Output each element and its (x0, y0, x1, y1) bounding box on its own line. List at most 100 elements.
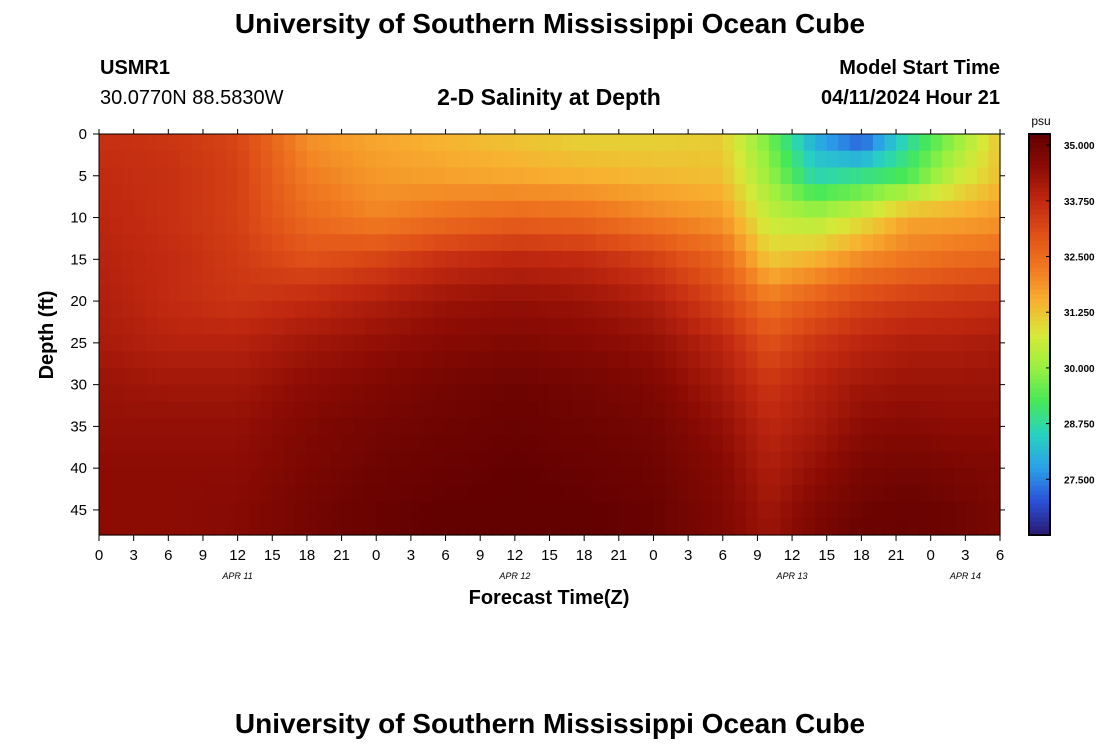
heatmap-cell (815, 418, 828, 436)
heatmap-cell (884, 384, 897, 402)
heatmap-cell (237, 434, 250, 453)
heatmap-cell (618, 484, 631, 503)
heatmap-cell (260, 484, 273, 503)
heatmap-cell (792, 367, 805, 386)
colorbar-segment (1029, 227, 1050, 233)
heatmap-cell (283, 134, 296, 152)
heatmap-cell (884, 401, 897, 419)
heatmap-cell (422, 384, 435, 402)
heatmap-cell (584, 401, 597, 419)
heatmap-cell (699, 451, 712, 469)
heatmap-cell (226, 384, 239, 402)
heatmap-cell (665, 418, 678, 436)
heatmap-cell (930, 484, 943, 503)
heatmap-cell (757, 234, 770, 252)
heatmap-cell (526, 434, 539, 453)
heatmap-cell (699, 367, 712, 386)
heatmap-cell (584, 484, 597, 503)
heatmap-cell (919, 367, 932, 386)
heatmap-cell (849, 451, 862, 469)
heatmap-cell (410, 217, 424, 235)
heatmap-cell (722, 334, 735, 352)
heatmap-cell (179, 518, 193, 536)
colorbar-segment (1029, 526, 1050, 532)
heatmap-cell (734, 367, 747, 386)
heatmap-cell (561, 317, 574, 336)
heatmap-cell (526, 184, 539, 202)
heatmap-cell (480, 217, 493, 235)
heatmap-cell (480, 351, 493, 369)
heatmap-cell (988, 384, 1001, 402)
heatmap-cell (965, 468, 978, 486)
heatmap-cell (364, 150, 377, 169)
heatmap-cell (514, 518, 527, 536)
heatmap-cell (503, 150, 516, 169)
y-tick-label: 40 (70, 460, 87, 477)
heatmap-cell (399, 284, 412, 302)
heatmap-cell (757, 384, 770, 402)
heatmap-cell (410, 501, 424, 519)
heatmap-cell (133, 217, 146, 235)
heatmap-cell (433, 301, 447, 319)
heatmap-cell (422, 167, 435, 185)
heatmap-cell (826, 367, 839, 386)
heatmap-cell (422, 367, 435, 386)
heatmap-cell (988, 434, 1001, 453)
heatmap-cell (815, 367, 828, 386)
heatmap-cell (849, 217, 862, 235)
heatmap-cell (584, 468, 597, 486)
heatmap-cell (699, 284, 712, 302)
heatmap-cell (364, 334, 377, 352)
heatmap-cell (815, 334, 828, 352)
heatmap-cell (699, 334, 712, 352)
colorbar-segment (1029, 249, 1050, 255)
heatmap-cell (849, 367, 862, 386)
heatmap-cell (191, 200, 204, 219)
heatmap-cell (780, 200, 793, 219)
y-tick-label: 15 (70, 251, 87, 268)
heatmap-cell (214, 334, 227, 352)
heatmap-cell (630, 334, 643, 352)
heatmap-cell (295, 401, 308, 419)
heatmap-cell (561, 267, 574, 285)
heatmap-cell (514, 217, 527, 235)
heatmap-cell (930, 351, 943, 369)
heatmap-cell (260, 150, 273, 169)
heatmap-cell (399, 334, 412, 352)
heatmap-cell (734, 501, 747, 519)
heatmap-cell (896, 234, 909, 252)
heatmap-cell (988, 234, 1001, 252)
heatmap-cell (433, 434, 447, 453)
colorbar-segment (1029, 187, 1050, 193)
heatmap-cell (110, 134, 123, 152)
heatmap-cell (595, 267, 608, 285)
heatmap-cell (884, 284, 897, 302)
heatmap-cell (202, 134, 216, 152)
heatmap-cell (514, 134, 527, 152)
heatmap-cell (815, 200, 828, 219)
heatmap-cell (168, 468, 181, 486)
heatmap-cell (803, 284, 816, 302)
heatmap-cell (607, 384, 620, 402)
heatmap-cell (792, 401, 805, 419)
heatmap-cell (595, 418, 608, 436)
heatmap-cell (226, 250, 239, 269)
heatmap-cell (653, 134, 666, 152)
heatmap-cell (526, 267, 539, 285)
heatmap-cell (861, 484, 874, 503)
heatmap-cell (595, 518, 608, 536)
heatmap-cell (976, 250, 990, 269)
heatmap-cell (399, 200, 412, 219)
heatmap-cell (641, 150, 655, 169)
heatmap-cell (191, 501, 204, 519)
heatmap-cell (214, 267, 227, 285)
heatmap-cell (815, 267, 828, 285)
heatmap-cell (526, 234, 539, 252)
heatmap-cell (734, 451, 747, 469)
x-tick-label: 15 (818, 547, 835, 564)
heatmap-cell (676, 301, 689, 319)
heatmap-cell (353, 434, 366, 453)
heatmap-cell (122, 351, 135, 369)
heatmap-cell (953, 367, 966, 386)
heatmap-cell (768, 184, 782, 202)
